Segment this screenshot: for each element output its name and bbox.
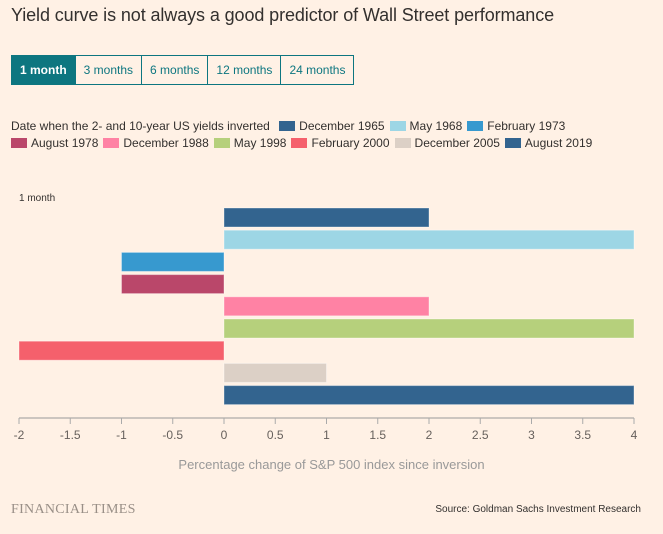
legend-swatch (389, 121, 406, 131)
x-tick-label: 3 (528, 428, 535, 442)
legend-item: August 1978 (11, 135, 98, 152)
period-tabs: 1 month 3 months 6 months 12 months 24 m… (11, 55, 355, 85)
legend-item: February 2000 (291, 135, 390, 152)
bar-february-2000 (18, 340, 225, 361)
source-note: Source: Goldman Sachs Investment Researc… (435, 504, 641, 515)
tab-12-months[interactable]: 12 months (207, 56, 280, 84)
x-tick-label: -1 (116, 428, 127, 442)
legend-swatch (279, 121, 296, 131)
chart-title: Yield curve is not always a good predict… (11, 5, 555, 25)
x-axis-label: Percentage change of S&P 500 index since… (178, 457, 485, 472)
legend-item: December 1965 (279, 118, 385, 135)
legend-label: December 2005 (414, 136, 500, 150)
legend-item: December 1988 (103, 135, 209, 152)
x-tick-label: 0 (221, 428, 228, 442)
legend-label: May 1968 (409, 119, 463, 133)
legend-swatch (291, 138, 308, 148)
x-tick-label: -0.5 (162, 428, 183, 442)
legend-item: August 2019 (504, 135, 593, 152)
legend-item: February 1973 (467, 118, 565, 135)
legend-label: February 1973 (487, 119, 566, 133)
x-tick-label: 2 (426, 428, 433, 442)
x-tick-label: 0.5 (267, 428, 284, 442)
bar-february-1973 (121, 251, 225, 272)
x-tick-label: 1 (323, 428, 330, 442)
legend-swatch (103, 138, 120, 148)
legend-label: May 1998 (233, 136, 287, 150)
legend-label: February 2000 (311, 136, 390, 150)
bar-may-1998 (223, 318, 635, 339)
legend-swatch (11, 138, 27, 148)
legend-label: December 1988 (123, 136, 209, 150)
bar-december-2005 (223, 362, 327, 383)
tab-3-months[interactable]: 3 months (74, 56, 141, 84)
x-tick-label: 4 (631, 428, 638, 442)
tab-6-months[interactable]: 6 months (141, 56, 207, 84)
legend-label: December 1965 (299, 119, 385, 133)
legend-item: December 2005 (394, 135, 500, 152)
panel-label: 1 month (19, 193, 56, 204)
bar-august-1978 (121, 274, 225, 295)
bar-december-1988 (223, 296, 430, 317)
legend-title: Date when the 2- and 10-year US yields i… (11, 119, 270, 133)
legend: Date when the 2- and 10-year US yields i… (11, 118, 651, 152)
tab-1-month[interactable]: 1 month (12, 56, 75, 84)
bar-may-1968 (223, 229, 635, 250)
x-tick-label: -1.5 (60, 428, 81, 442)
x-tick-label: -2 (14, 428, 25, 442)
legend-item: May 1968 (389, 118, 463, 135)
legend-swatch (213, 138, 230, 148)
legend-swatch (467, 121, 484, 131)
legend-swatch (394, 138, 411, 148)
x-tick-label: 2.5 (472, 428, 489, 442)
legend-label: August 2019 (524, 136, 593, 150)
bar-august-2019 (223, 385, 635, 406)
legend-swatch (504, 138, 521, 148)
x-tick-label: 3.5 (574, 428, 591, 442)
x-tick-label: 1.5 (369, 428, 386, 442)
ft-logo: FINANCIAL TIMES (11, 502, 136, 517)
bar-december-1965 (223, 207, 430, 228)
legend-label: August 1978 (31, 136, 99, 150)
tab-24-months[interactable]: 24 months (280, 56, 353, 84)
legend-item: May 1998 (213, 135, 287, 152)
